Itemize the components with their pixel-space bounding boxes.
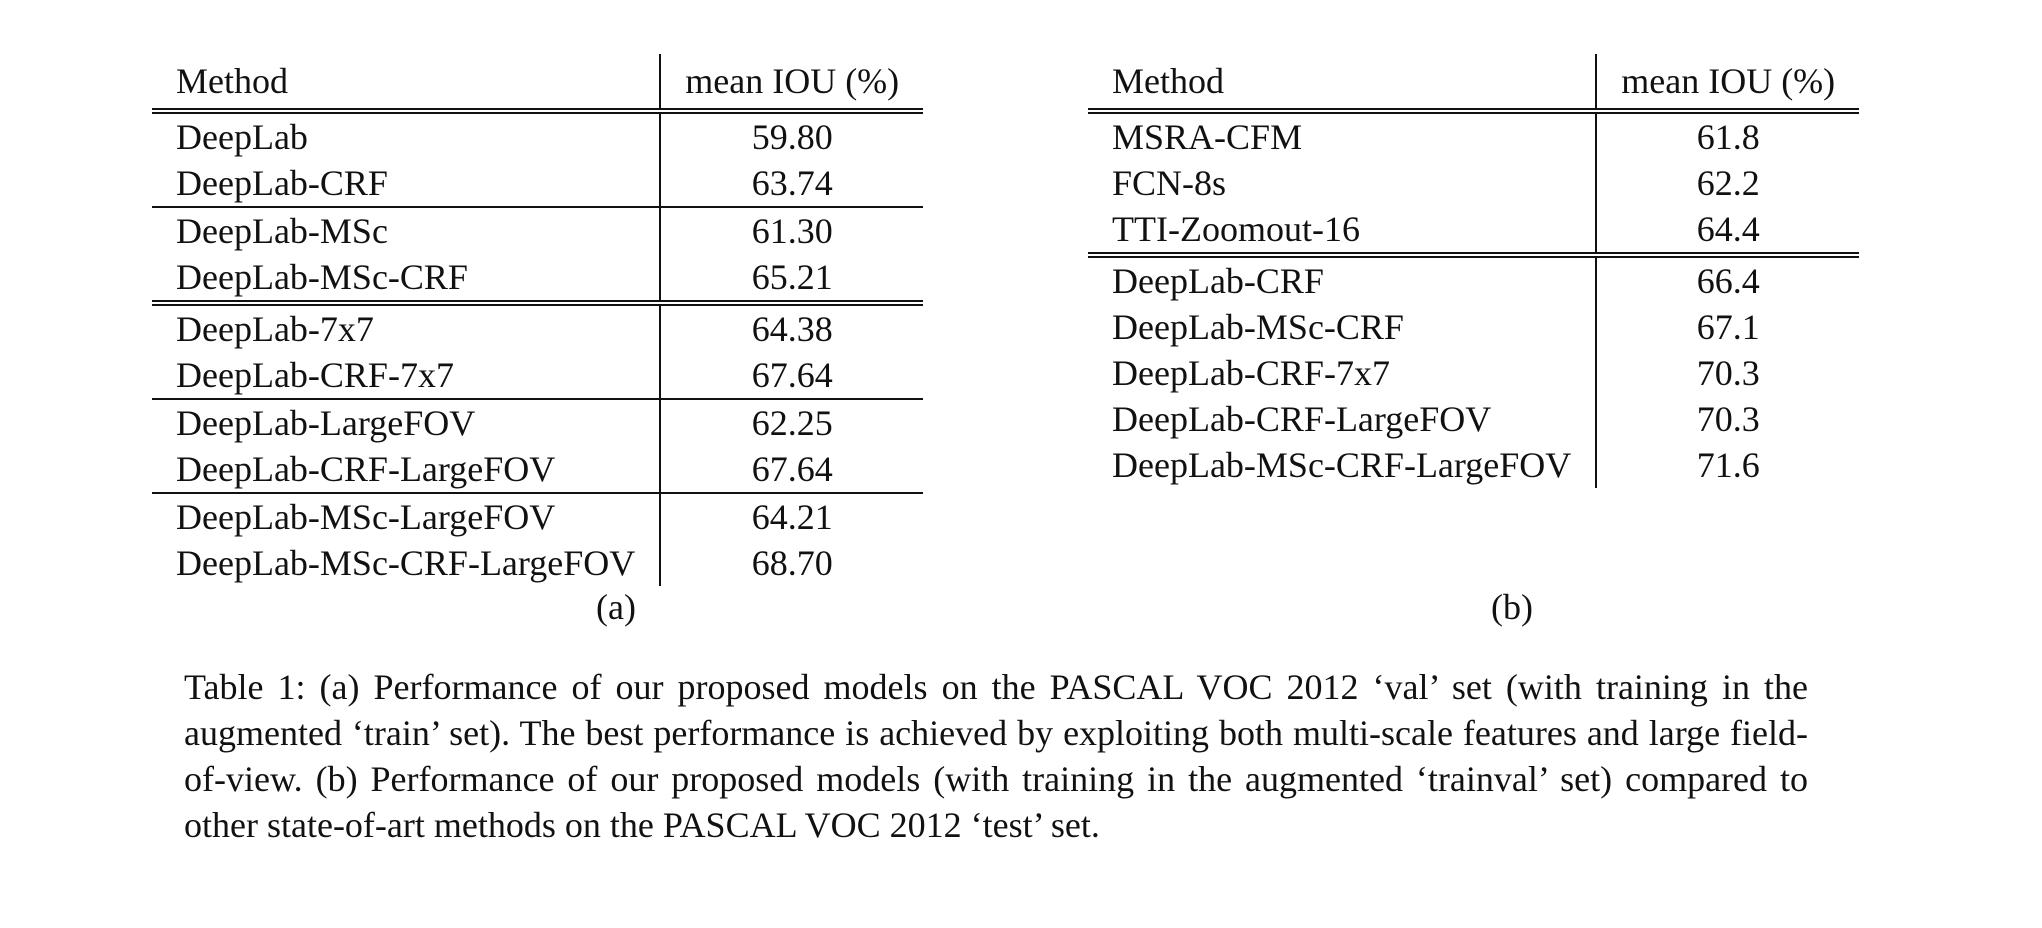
subtable-label-b: (b) <box>1491 587 1533 627</box>
table-header-row: Method mean IOU (%) <box>152 54 924 114</box>
method-cell: DeepLab-LargeFOV <box>176 403 476 443</box>
miou-cell: 65.21 <box>659 254 924 306</box>
method-cell: TTI-Zoomout-16 <box>1088 206 1597 258</box>
miou-cell: 67.1 <box>1595 304 1860 350</box>
table-row: DeepLab-CRF 66.4 <box>1088 255 1860 304</box>
method-cell: DeepLab-CRF <box>1112 261 1324 301</box>
method-cell: DeepLab-MSc-LargeFOV <box>176 497 556 537</box>
miou-cell: 70.3 <box>1595 396 1860 442</box>
miou-cell: 71.6 <box>1595 442 1860 488</box>
table-row: DeepLab-CRF-7x7 70.3 <box>1088 350 1860 396</box>
table-row: DeepLab-MSc 61.30 <box>152 207 924 254</box>
method-cell: DeepLab-CRF-7x7 <box>1112 353 1390 393</box>
method-cell: DeepLab <box>176 117 308 157</box>
header-metric: mean IOU (%) <box>659 54 924 114</box>
table-row: FCN-8s 62.2 <box>1088 160 1860 206</box>
table-row: DeepLab-MSc-CRF 65.21 <box>152 254 924 306</box>
method-cell: DeepLab-7x7 <box>176 309 374 349</box>
table-row: DeepLab-CRF-7x7 67.64 <box>152 352 924 400</box>
miou-cell: 59.80 <box>659 111 924 160</box>
method-cell: FCN-8s <box>1112 163 1227 203</box>
table-row: DeepLab-LargeFOV 62.25 <box>152 399 924 446</box>
miou-cell: 61.8 <box>1595 111 1860 160</box>
method-cell: DeepLab-MSc-CRF-LargeFOV <box>176 543 636 583</box>
table-row: DeepLab-MSc-CRF-LargeFOV 71.6 <box>1088 442 1860 488</box>
miou-cell: 64.21 <box>659 493 924 540</box>
subtable-label-a: (a) <box>596 587 636 627</box>
method-cell: DeepLab-MSc-CRF-LargeFOV <box>1112 445 1572 485</box>
table-row: DeepLab-MSc-LargeFOV 64.21 <box>152 493 924 540</box>
table-row: DeepLab-CRF-LargeFOV 67.64 <box>152 446 924 494</box>
miou-cell: 68.70 <box>659 540 924 586</box>
table-header-row: Method mean IOU (%) <box>1088 54 1860 114</box>
table-row: TTI-Zoomout-16 64.4 <box>1088 206 1860 258</box>
miou-cell: 62.2 <box>1595 160 1860 206</box>
method-cell: DeepLab-MSc <box>176 211 388 251</box>
miou-cell: 64.4 <box>1595 206 1860 258</box>
miou-cell: 63.74 <box>659 160 924 208</box>
method-cell: DeepLab-MSc-CRF <box>152 254 661 306</box>
results-table-a: Method mean IOU (%) DeepLab 59.80 DeepLab-CR… <box>152 54 924 586</box>
header-method: Method <box>152 54 661 114</box>
results-table-b: Method mean IOU (%) MSRA-CFM 61.8 FCN-8s 62.2… <box>1088 54 1860 488</box>
method-cell: DeepLab-CRF-LargeFOV <box>152 446 661 494</box>
table-row: DeepLab 59.80 <box>152 111 924 160</box>
table-caption: Table 1: (a) Performance of our proposed… <box>184 667 1808 845</box>
table-row: DeepLab-CRF-LargeFOV 70.3 <box>1088 396 1860 442</box>
method-cell: DeepLab-CRF <box>152 160 661 208</box>
miou-cell: 62.25 <box>659 399 924 446</box>
miou-cell: 64.38 <box>659 303 924 352</box>
miou-cell: 67.64 <box>659 446 924 494</box>
miou-cell: 70.3 <box>1595 350 1860 396</box>
miou-cell: 67.64 <box>659 352 924 400</box>
table-row: DeepLab-MSc-CRF-LargeFOV 68.70 <box>152 540 924 586</box>
method-cell: DeepLab-MSc-CRF <box>1112 307 1404 347</box>
miou-cell: 61.30 <box>659 207 924 254</box>
table-row: DeepLab-MSc-CRF 67.1 <box>1088 304 1860 350</box>
miou-cell: 66.4 <box>1595 255 1860 304</box>
table-row: MSRA-CFM 61.8 <box>1088 111 1860 160</box>
method-cell: DeepLab-CRF-LargeFOV <box>1112 399 1492 439</box>
header-method: Method <box>1088 54 1597 114</box>
table-row: DeepLab-7x7 64.38 <box>152 303 924 352</box>
method-cell: DeepLab-CRF-7x7 <box>152 352 661 400</box>
table-row: DeepLab-CRF 63.74 <box>152 160 924 208</box>
method-cell: MSRA-CFM <box>1112 117 1303 157</box>
header-metric: mean IOU (%) <box>1595 54 1860 114</box>
